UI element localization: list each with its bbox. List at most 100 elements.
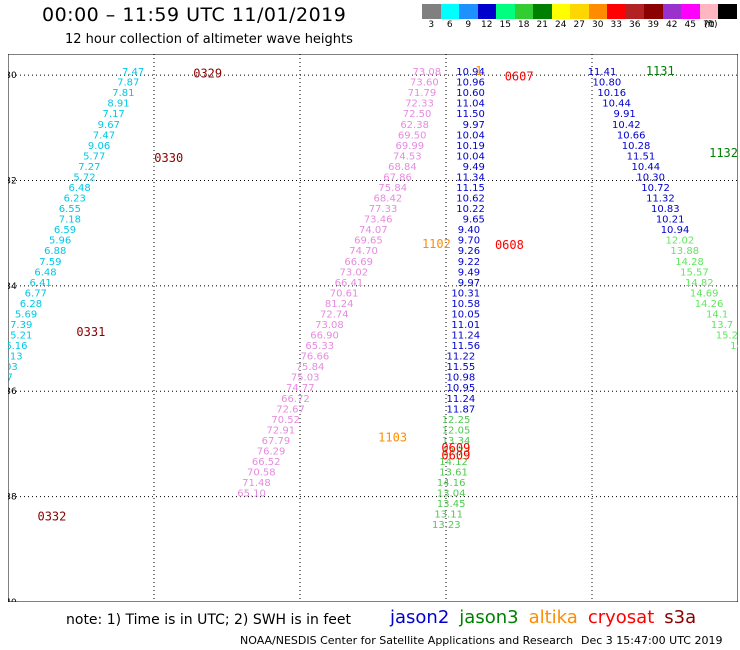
data-point-label: 10.83 xyxy=(651,204,680,215)
colorbar-swatch xyxy=(477,4,496,19)
data-point-label: 11.51 xyxy=(627,151,656,162)
data-point-label: 65.33 xyxy=(305,341,334,352)
data-point-label: 10.44 xyxy=(602,99,631,110)
data-point-label: 9.49 xyxy=(463,162,485,173)
data-point-label: 14.28 xyxy=(675,257,704,268)
data-point-label: 7.47 xyxy=(122,67,144,78)
data-point-label: 11.01 xyxy=(451,320,480,331)
data-point-label: 11.34 xyxy=(456,172,485,183)
colorbar-swatch xyxy=(662,4,681,19)
track-time-label: 0329 xyxy=(193,67,222,81)
data-point-label: 5.69 xyxy=(15,309,37,320)
data-point-label: 68.84 xyxy=(388,162,417,173)
data-point-label: 66.41 xyxy=(335,278,364,289)
data-point-label: 10.60 xyxy=(456,88,485,99)
colorbar-swatch xyxy=(699,4,718,19)
data-point-label: 75.84 xyxy=(378,183,407,194)
data-point-label: 12.05 xyxy=(442,425,471,436)
data-point-label: 72.74 xyxy=(320,309,349,320)
colorbar-swatch xyxy=(681,4,700,19)
data-point-label: 6.55 xyxy=(59,204,81,215)
y-tick-label: -32 xyxy=(8,176,17,186)
data-point-label: 73.02 xyxy=(339,267,368,278)
data-point-label: 70.52 xyxy=(271,415,300,426)
data-point-label: 11.15 xyxy=(456,183,485,194)
data-point-label: 15.2 xyxy=(716,331,738,342)
data-point-label: 6.47 xyxy=(8,373,13,384)
data-point-label: 7.17 xyxy=(103,109,125,120)
data-point-label: 11.56 xyxy=(451,341,480,352)
colorbar-tick-label: 27 xyxy=(573,20,585,30)
legend-entry-cryosat: cryosat xyxy=(587,607,655,628)
data-point-label: 10.31 xyxy=(451,288,480,299)
track-time-label: 0332 xyxy=(37,509,66,523)
data-point-label: 14.26 xyxy=(695,299,724,310)
data-point-label: 74.70 xyxy=(349,246,378,257)
data-point-label: 74.53 xyxy=(393,151,422,162)
data-point-label: 13.23 xyxy=(432,520,461,531)
data-point-label: 67.86 xyxy=(383,172,412,183)
data-point-label: 7.27 xyxy=(78,162,100,173)
data-point-label: 13.73 xyxy=(442,446,471,457)
data-point-label: 11.22 xyxy=(447,352,476,363)
data-point-label: 13.61 xyxy=(439,468,468,479)
data-point-label: 73.08 xyxy=(412,67,441,78)
y-tick-label: -30 xyxy=(8,71,17,81)
data-point-label: 72.67 xyxy=(276,404,305,415)
data-point-label: 70.61 xyxy=(330,288,359,299)
data-point-label: 13.45 xyxy=(437,499,466,510)
data-point-label: 6.23 xyxy=(64,194,86,205)
data-point-label: 68.42 xyxy=(374,194,403,205)
data-point-label: 10.98 xyxy=(447,373,476,384)
data-point-label: 12.02 xyxy=(666,236,695,247)
data-point-label: 9.26 xyxy=(458,246,480,257)
data-point-label: 7.81 xyxy=(112,88,134,99)
data-point-label: 10.19 xyxy=(456,141,485,152)
data-point-label: 13.34 xyxy=(442,436,471,447)
data-point-label: 10.42 xyxy=(612,120,641,131)
colorbar-swatch xyxy=(514,4,533,19)
track-time-label: 1131 xyxy=(646,64,675,78)
data-point-label: 14.1 xyxy=(706,309,728,320)
data-point-label: 81.24 xyxy=(325,299,354,310)
data-point-label: 71.79 xyxy=(408,88,437,99)
colorbar-swatch xyxy=(644,4,663,19)
data-point-label: 72.50 xyxy=(403,109,432,120)
colorbar-tick-label: 45 xyxy=(684,20,696,30)
y-tick-label: -34 xyxy=(8,282,17,292)
data-point-label: 9.97 xyxy=(458,278,480,289)
data-point-label: 6.88 xyxy=(44,246,66,257)
data-point-label: 9.65 xyxy=(463,215,485,226)
data-point-label: 11.32 xyxy=(646,194,675,205)
colorbar-swatch xyxy=(607,4,626,19)
data-point-label: 9.22 xyxy=(458,257,480,268)
data-point-label: 10.22 xyxy=(456,204,485,215)
data-point-label: 71.48 xyxy=(242,478,271,489)
legend-entry-jason3: jason3 xyxy=(459,607,519,628)
data-point-label: 9.67 xyxy=(98,120,120,131)
data-point-label: 10.62 xyxy=(456,194,485,205)
data-point-label: 14 xyxy=(730,341,738,352)
colorbar-tick-label: 18 xyxy=(518,20,530,30)
data-point-label: 9.06 xyxy=(88,141,110,152)
colorbar-swatch xyxy=(496,4,515,19)
track-time-label: 1132 xyxy=(709,146,738,160)
data-point-label: 7.59 xyxy=(39,257,61,268)
data-point-label: 10.80 xyxy=(593,78,622,89)
data-point-label: 6.48 xyxy=(34,267,56,278)
colorbar-tick-label: 3 xyxy=(428,20,435,30)
y-tick-label: -38 xyxy=(8,493,17,503)
track-time-label: 1102 xyxy=(422,237,451,251)
data-point-label: 6.77 xyxy=(25,288,47,299)
legend-entry-jason2: jason2 xyxy=(390,607,450,628)
data-point-label: 11.41 xyxy=(588,67,617,78)
colorbar-labels: 3 6 9 12 15 18 21 24 27 30 33 36 39 42 45 70 xyxy=(422,20,718,30)
data-point-label: 66.90 xyxy=(310,331,339,342)
data-point-label: 6.16 xyxy=(8,341,27,352)
data-point-label: 10.28 xyxy=(622,141,651,152)
colorbar-tick-label: 9 xyxy=(465,20,472,30)
data-point-label: 70.58 xyxy=(247,468,276,479)
data-point-label: 13.7 xyxy=(711,320,733,331)
data-point-label: 6.03 xyxy=(8,362,18,373)
data-point-label: 10.30 xyxy=(636,172,665,183)
